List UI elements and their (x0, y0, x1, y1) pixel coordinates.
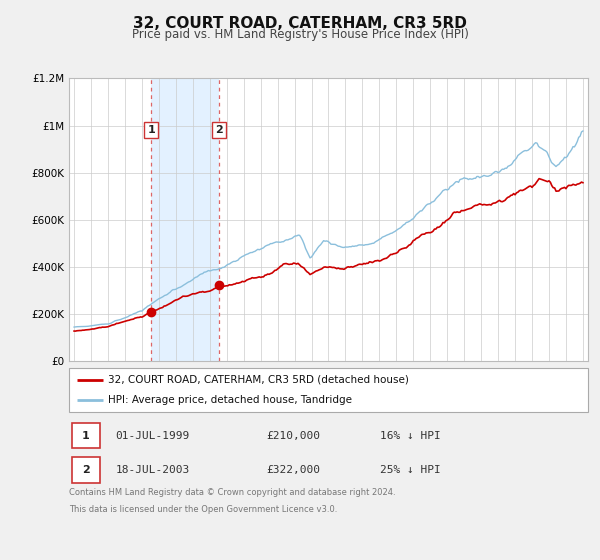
Text: 16% ↓ HPI: 16% ↓ HPI (380, 431, 441, 441)
Bar (151, 78, 219, 361)
Text: £210,000: £210,000 (266, 431, 320, 441)
Text: This data is licensed under the Open Government Licence v3.0.: This data is licensed under the Open Gov… (69, 505, 337, 514)
Text: 25% ↓ HPI: 25% ↓ HPI (380, 465, 441, 475)
Bar (71, 458, 100, 483)
Text: 18-JUL-2003: 18-JUL-2003 (116, 465, 190, 475)
Text: Price paid vs. HM Land Registry's House Price Index (HPI): Price paid vs. HM Land Registry's House … (131, 28, 469, 41)
Text: 2: 2 (82, 465, 90, 475)
Text: 1: 1 (82, 431, 90, 441)
Text: 32, COURT ROAD, CATERHAM, CR3 5RD: 32, COURT ROAD, CATERHAM, CR3 5RD (133, 16, 467, 31)
Text: HPI: Average price, detached house, Tandridge: HPI: Average price, detached house, Tand… (108, 395, 352, 405)
Text: Contains HM Land Registry data © Crown copyright and database right 2024.: Contains HM Land Registry data © Crown c… (69, 488, 395, 497)
Text: 1: 1 (147, 125, 155, 136)
Text: 32, COURT ROAD, CATERHAM, CR3 5RD (detached house): 32, COURT ROAD, CATERHAM, CR3 5RD (detac… (108, 375, 409, 385)
Text: 2: 2 (215, 125, 223, 136)
Text: 01-JUL-1999: 01-JUL-1999 (116, 431, 190, 441)
Text: £322,000: £322,000 (266, 465, 320, 475)
Bar (71, 423, 100, 449)
